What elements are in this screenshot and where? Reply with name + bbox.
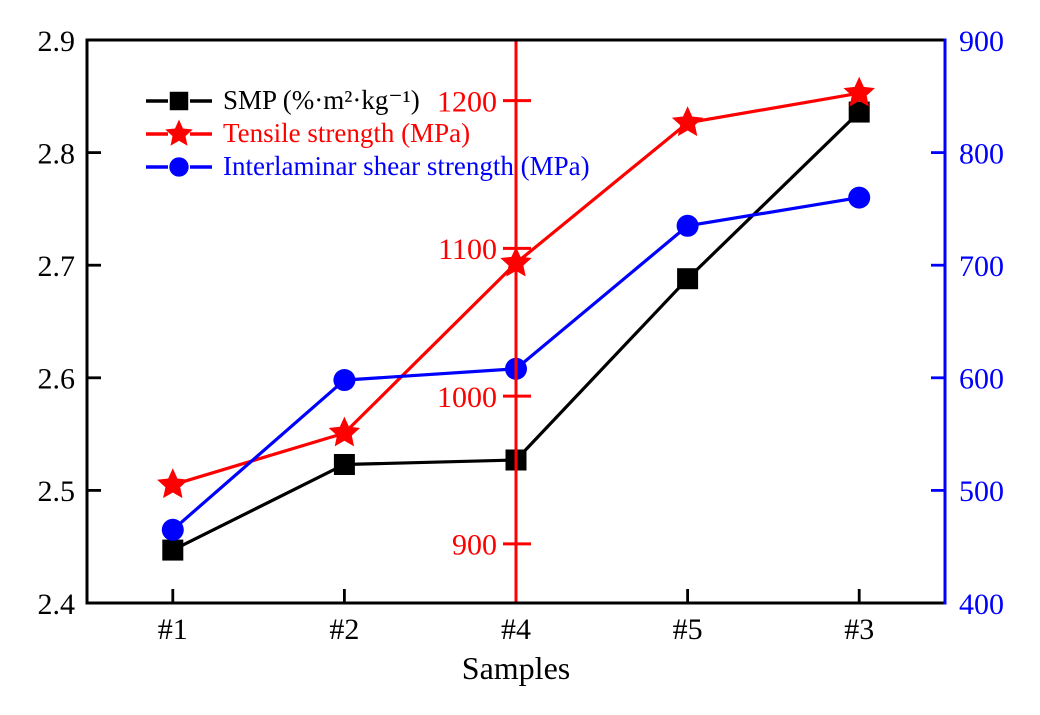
star-marker-icon: [671, 106, 704, 137]
right-axis-tick-label: 900: [959, 25, 1004, 58]
star-marker-icon: [165, 119, 193, 146]
left-axis-tick-label: 2.9: [38, 25, 76, 58]
middle-axis-tick-label: 1100: [438, 233, 497, 266]
x-axis-tick-label: #3: [844, 613, 874, 646]
square-marker-icon: [146, 91, 212, 110]
right-axis-tick-label: 400: [959, 588, 1004, 621]
legend-label: Interlaminar shear strength (MPa): [223, 151, 590, 181]
star-marker-icon: [157, 468, 189, 499]
right-axis-tick-label: 800: [959, 137, 1004, 170]
square-marker-icon: [333, 454, 355, 476]
star-marker-icon: [328, 416, 361, 447]
middle-axis-tick-label: 1200: [437, 85, 497, 118]
star-marker-icon: [843, 76, 875, 107]
circle-marker-icon: [161, 518, 184, 541]
left-axis-tick-label: 2.7: [38, 250, 76, 283]
right-axis-tick-label: 600: [959, 363, 1004, 396]
legend-item-smp: SMP (%·m²·kg⁻¹): [146, 84, 590, 117]
middle-axis-tick-label: 900: [452, 529, 497, 562]
left-axis-tick-label: 2.4: [38, 588, 76, 621]
circle-marker-icon: [169, 156, 189, 177]
chart-legend: SMP (%·m²·kg⁻¹) Tensile strength (MPa) Int…: [146, 84, 590, 183]
left-axis-tick-label: 2.6: [38, 363, 76, 396]
x-axis-tick-label: #2: [329, 613, 359, 646]
legend-label: Tensile strength (MPa): [223, 118, 471, 148]
square-marker-icon: [848, 101, 870, 123]
square-marker-icon: [169, 91, 189, 110]
legend-label: SMP (%·m²·kg⁻¹): [223, 85, 420, 115]
square-marker-icon: [677, 268, 699, 290]
right-axis-tick-label: 500: [959, 475, 1004, 508]
legend-item-tensile-strength: Tensile strength (MPa): [146, 117, 590, 150]
x-axis-tick-label: #5: [673, 613, 703, 646]
circle-marker-icon: [146, 156, 212, 177]
circle-marker-icon: [333, 369, 356, 392]
circle-marker-icon: [848, 186, 871, 209]
x-axis-tick-label: #1: [158, 613, 188, 646]
left-axis-tick-label: 2.5: [38, 475, 76, 508]
circle-marker-icon: [676, 214, 699, 237]
left-axis-tick-label: 2.8: [38, 137, 76, 170]
legend-item-interlaminar-shear-strength: Interlaminar shear strength (MPa): [146, 150, 590, 183]
star-marker-icon: [146, 119, 212, 146]
x-axis-tick-label: #4: [501, 613, 531, 646]
square-marker-icon: [162, 539, 184, 561]
right-axis-tick-label: 700: [959, 250, 1004, 283]
middle-axis-tick-label: 1000: [437, 381, 497, 414]
x-axis-title: Samples: [461, 650, 571, 686]
middle-axis: 900 1000 1100 1200: [437, 40, 531, 603]
